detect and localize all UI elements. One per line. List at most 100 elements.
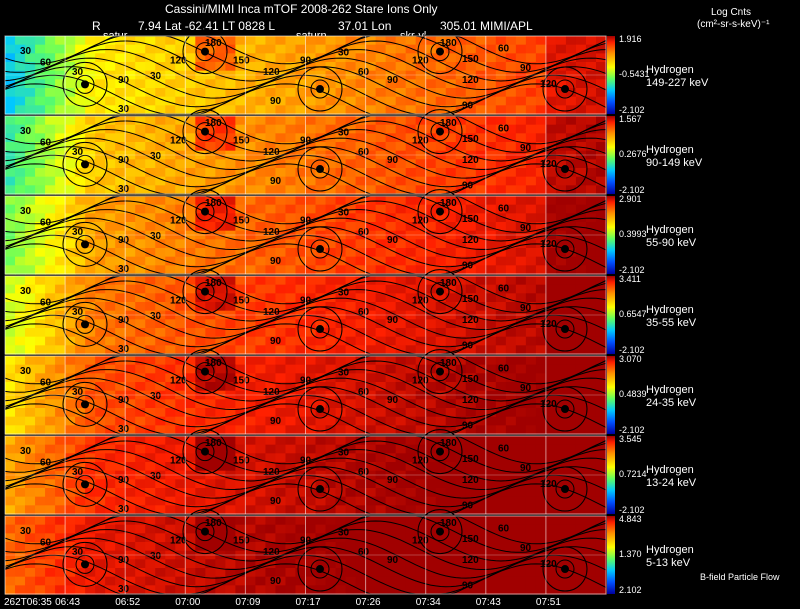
heatmap-cell <box>515 256 527 266</box>
heatmap-cell <box>295 568 307 578</box>
contour-circle <box>417 29 463 75</box>
heatmap-cell <box>485 196 497 206</box>
heatmap-cell <box>245 462 257 472</box>
contour-value-label: 90 <box>387 555 399 566</box>
heatmap-cell <box>495 533 507 543</box>
contour-value-label: 30 <box>150 231 162 242</box>
heatmap-cell <box>345 328 357 338</box>
heatmap-cell <box>375 479 387 489</box>
heatmap-cell <box>565 96 577 106</box>
heatmap-cell <box>55 364 66 374</box>
contour-value-label: 90 <box>387 395 399 406</box>
heatmap-cell <box>545 96 557 106</box>
heatmap-cell <box>535 168 547 178</box>
heatmap-cell <box>495 382 507 392</box>
heatmap-cell <box>385 150 397 160</box>
heatmap-cell <box>465 176 477 186</box>
heatmap-cell <box>535 248 547 258</box>
heatmap-cell <box>215 568 226 578</box>
panel-energy-label: 35-55 keV <box>646 317 697 329</box>
heatmap-cell <box>515 248 527 258</box>
heatmap-cell <box>205 444 216 454</box>
heatmap-cell <box>455 79 467 89</box>
heatmap-cell <box>145 36 156 46</box>
heatmap-cell <box>115 576 126 586</box>
heatmap-cell <box>125 390 136 400</box>
heatmap-cell <box>195 276 206 286</box>
contour-value-label: 180 <box>205 438 222 449</box>
heatmap-cell <box>75 133 86 143</box>
heatmap-cell <box>395 373 407 383</box>
heatmap-cell <box>165 265 176 275</box>
heatmap-cell <box>15 124 26 134</box>
heatmap-cell <box>45 568 56 578</box>
heatmap-cell <box>505 70 517 80</box>
contour-value-label: 90 <box>118 395 130 406</box>
flow-direction-dot <box>316 405 324 414</box>
heatmap-cell <box>195 516 206 526</box>
heatmap-cell <box>455 444 467 454</box>
heatmap-cell <box>415 168 427 178</box>
heatmap-cell <box>485 256 497 266</box>
heatmap-cell <box>315 399 327 409</box>
heatmap-cell <box>575 150 587 160</box>
heatmap-cell <box>335 436 347 446</box>
heatmap-cell <box>415 222 427 232</box>
heatmap-cell <box>465 382 477 392</box>
heatmap-cell <box>365 222 377 232</box>
colorbar-min-label: 2.102 <box>619 585 642 595</box>
flow-direction-dot <box>201 127 209 136</box>
heatmap-cell <box>295 133 307 143</box>
heatmap-cell <box>175 479 186 489</box>
heatmap-cell <box>275 116 287 126</box>
heatmap-cell <box>105 133 116 143</box>
heatmap-cell <box>555 408 567 418</box>
heatmap-cell <box>95 516 106 526</box>
heatmap-cell <box>535 44 547 54</box>
heatmap-cell <box>515 239 527 249</box>
heatmap-cell <box>335 568 347 578</box>
heatmap-cell <box>595 568 607 578</box>
heatmap-cell <box>575 62 587 72</box>
heatmap-cell <box>65 276 76 286</box>
heatmap-cell <box>15 425 26 435</box>
heatmap-cell <box>355 196 367 206</box>
heatmap-cell <box>225 416 236 426</box>
heatmap-cell <box>205 124 216 134</box>
heatmap-cell <box>85 550 96 560</box>
heatmap-cell <box>215 196 226 206</box>
heatmap-cell <box>255 373 267 383</box>
heatmap-cell <box>25 585 36 595</box>
heatmap-cell <box>205 399 216 409</box>
flow-direction-dot <box>201 367 209 376</box>
heatmap-cell <box>535 70 547 80</box>
heatmap-cell <box>65 559 76 569</box>
heatmap-cell <box>175 496 186 506</box>
heatmap-cell <box>475 230 487 240</box>
heatmap-cell <box>195 373 206 383</box>
heatmap-cell <box>75 364 86 374</box>
heatmap-cell <box>135 568 146 578</box>
heatmap-cell <box>275 88 287 98</box>
footer-note: B-field Particle Flow <box>700 572 780 582</box>
heatmap-cell <box>165 168 176 178</box>
heatmap-cell <box>205 276 216 286</box>
heatmap-cell <box>225 44 236 54</box>
heatmap-cell <box>355 79 367 89</box>
heatmap-cell <box>185 382 196 392</box>
heatmap-cell <box>185 105 196 115</box>
heatmap-cell <box>145 79 156 89</box>
heatmap-cell <box>275 576 287 586</box>
heatmap-cell <box>465 36 477 46</box>
heatmap-cell <box>535 356 547 366</box>
heatmap-cell <box>95 293 106 303</box>
heatmap-cell <box>305 204 317 214</box>
heatmap-cell <box>485 293 497 303</box>
heatmap-cell <box>215 496 226 506</box>
heatmap-cell <box>445 453 457 463</box>
heatmap-cell <box>335 382 347 392</box>
heatmap-cell <box>445 265 457 275</box>
heatmap-cell <box>155 239 166 249</box>
heatmap-cell <box>325 444 337 454</box>
heatmap-cell <box>215 204 226 214</box>
